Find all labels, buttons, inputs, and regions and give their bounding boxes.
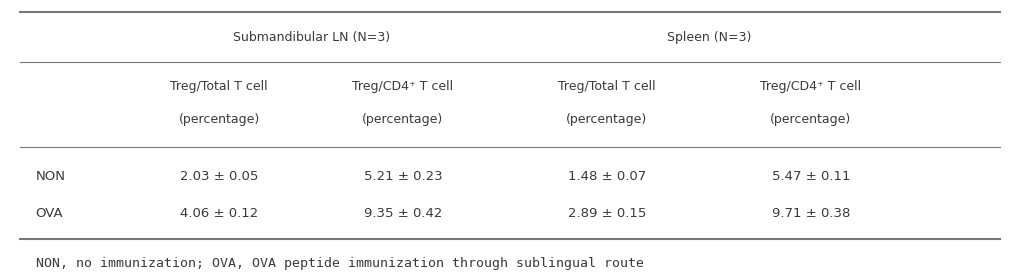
Text: Treg/Total T cell: Treg/Total T cell bbox=[557, 80, 655, 93]
Text: (percentage): (percentage) bbox=[178, 113, 260, 126]
Text: Spleen (N=3): Spleen (N=3) bbox=[666, 31, 750, 44]
Text: 5.21 ± 0.23: 5.21 ± 0.23 bbox=[363, 169, 442, 183]
Text: 2.03 ± 0.05: 2.03 ± 0.05 bbox=[180, 169, 258, 183]
Text: 9.71 ± 0.38: 9.71 ± 0.38 bbox=[771, 207, 849, 220]
Text: 2.89 ± 0.15: 2.89 ± 0.15 bbox=[568, 207, 645, 220]
Text: (percentage): (percentage) bbox=[769, 113, 851, 126]
Text: NON: NON bbox=[36, 169, 65, 183]
Text: 1.48 ± 0.07: 1.48 ± 0.07 bbox=[568, 169, 645, 183]
Text: Treg/CD4⁺ T cell: Treg/CD4⁺ T cell bbox=[352, 80, 453, 93]
Text: 5.47 ± 0.11: 5.47 ± 0.11 bbox=[771, 169, 849, 183]
Text: Treg/Total T cell: Treg/Total T cell bbox=[170, 80, 268, 93]
Text: (percentage): (percentage) bbox=[566, 113, 647, 126]
Text: 4.06 ± 0.12: 4.06 ± 0.12 bbox=[180, 207, 258, 220]
Text: NON, no immunization; OVA, OVA peptide immunization through sublingual route: NON, no immunization; OVA, OVA peptide i… bbox=[36, 257, 643, 271]
Text: Treg/CD4⁺ T cell: Treg/CD4⁺ T cell bbox=[759, 80, 861, 93]
Text: (percentage): (percentage) bbox=[362, 113, 443, 126]
Text: Submandibular LN (N=3): Submandibular LN (N=3) bbox=[232, 31, 389, 44]
Text: 9.35 ± 0.42: 9.35 ± 0.42 bbox=[364, 207, 441, 220]
Text: OVA: OVA bbox=[36, 207, 63, 220]
